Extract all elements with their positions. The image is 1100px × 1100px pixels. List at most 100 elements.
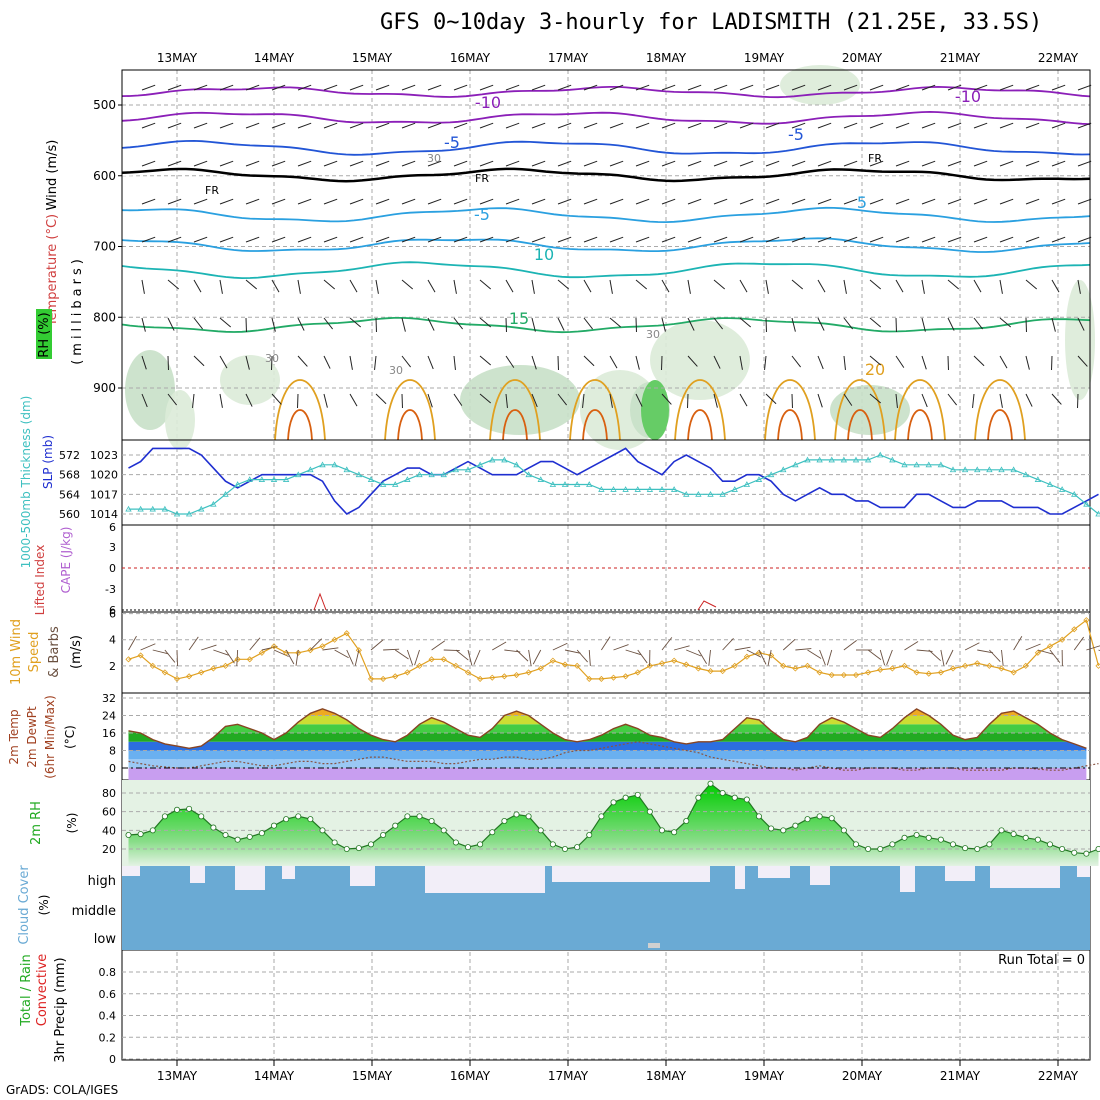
- surface-wind-barb: [782, 638, 796, 651]
- wind-speed-marker: [307, 647, 314, 654]
- wind-barb: [141, 236, 156, 243]
- wind-barb: [583, 84, 598, 91]
- wind-barb: [1025, 198, 1040, 205]
- wind-barb: [713, 122, 728, 129]
- thickness-marker: [307, 466, 314, 473]
- date-label-top: 14MAY: [254, 51, 295, 65]
- wind-tick-label: 6: [109, 608, 116, 621]
- thickness-marker: [961, 466, 969, 473]
- thickness-marker: [185, 510, 193, 517]
- wind-speed-marker: [489, 674, 496, 681]
- wind-barb: [661, 393, 672, 405]
- surface-wind-barb: [406, 649, 414, 666]
- thickness-marker: [125, 505, 132, 512]
- wind-barb: [297, 122, 312, 129]
- wind-speed-marker: [755, 649, 763, 656]
- wind-barb: [869, 355, 882, 366]
- cape-tick-label: 3: [109, 541, 116, 554]
- wind-barb: [843, 160, 858, 167]
- thickness-marker: [428, 471, 435, 478]
- rh-marker: [537, 827, 544, 834]
- wind-barb: [193, 198, 208, 205]
- warm-contour: [894, 379, 946, 441]
- surface-wind-barb: [383, 648, 400, 651]
- wind-barb: [453, 236, 468, 243]
- wind-barb: [1077, 160, 1092, 167]
- rh-marker: [865, 846, 872, 853]
- cape-tick-label: 6: [109, 521, 116, 534]
- wind-barb: [999, 198, 1014, 205]
- surface-wind-barb: [576, 649, 588, 663]
- rh-marker: [804, 816, 811, 823]
- wind-barb: [557, 279, 570, 290]
- wind-barb: [843, 355, 846, 370]
- thickness-marker: [210, 500, 217, 507]
- wind-barb: [349, 393, 358, 407]
- rh-marker: [998, 827, 1005, 834]
- wind-barb: [713, 84, 728, 91]
- rh-marker: [161, 813, 168, 820]
- wind-barb: [609, 84, 624, 91]
- wind-barb: [323, 198, 338, 205]
- surface-wind-barb: [904, 641, 919, 651]
- hot-contour: [687, 409, 713, 441]
- cloud-high-gap: [552, 866, 710, 882]
- thickness-axis-label: 1000-500mb Thickness (dm): [19, 396, 33, 569]
- rh-marker: [719, 790, 726, 797]
- surface-wind-barb: [310, 638, 323, 651]
- rh-axis-labels: 2m RH (%): [29, 801, 79, 845]
- rh-marker: [974, 846, 981, 853]
- wind-speed-marker: [840, 671, 847, 679]
- thickness-marker: [392, 481, 399, 487]
- surface-wind-barb: [295, 649, 299, 666]
- rh-axis-label-group: RH (%): [36, 309, 52, 359]
- wind-speed-marker: [1095, 662, 1100, 669]
- wind-speed-marker: [671, 657, 678, 664]
- wind-speed-marker: [1071, 626, 1078, 633]
- rh-marker: [513, 811, 520, 818]
- rh-marker: [246, 833, 253, 840]
- precip-convective-axis-label: Convective: [35, 954, 50, 1027]
- wind-barb: [323, 236, 338, 243]
- thickness-marker: [1046, 481, 1054, 487]
- upper-axis-labels: Wind (m/s) Temperature (°C) (millibars): [45, 140, 85, 365]
- wind-barb: [635, 355, 640, 370]
- temperature-contour: [121, 261, 1091, 280]
- wind-tick-label: 4: [109, 634, 116, 647]
- wind-barb: [635, 279, 648, 290]
- wind-barb: [167, 279, 180, 290]
- precip-unit-axis-label: 3hr Precip (mm): [53, 957, 68, 1062]
- wind-speed-marker: [865, 669, 872, 676]
- wind-barb: [713, 317, 724, 330]
- wind-barb: [843, 198, 858, 205]
- wind-speed-marker: [1046, 643, 1054, 650]
- surface-wind-barb: [867, 649, 882, 660]
- wind-barb: [921, 279, 925, 294]
- wind-barb: [739, 122, 754, 129]
- wind-barb: [557, 84, 572, 91]
- surface-wind-barb: [697, 649, 708, 664]
- wind-barb: [479, 122, 494, 129]
- wind-barb: [843, 279, 847, 294]
- contour-label: FR: [475, 172, 489, 185]
- wind-barb: [869, 279, 882, 290]
- rh-marker: [986, 841, 993, 848]
- wind-barb: [167, 317, 175, 331]
- rh-marker: [404, 813, 411, 820]
- cloud-level-label: high: [88, 874, 116, 889]
- wind-barb: [921, 393, 928, 408]
- wind-barb: [427, 84, 442, 91]
- hot-contour: [287, 409, 313, 441]
- surface-wind-barb: [1073, 636, 1085, 651]
- wind-barb: [505, 279, 514, 293]
- wind-barb: [661, 160, 676, 167]
- wind-barb: [947, 317, 955, 331]
- wind-speed-marker: [889, 665, 896, 672]
- contour-label: FR: [868, 152, 882, 165]
- wind-barb: [817, 393, 823, 408]
- wind-barb: [141, 84, 156, 91]
- surface-wind-barb: [370, 639, 384, 651]
- thickness-marker: [501, 456, 508, 463]
- wind-barb: [999, 84, 1014, 91]
- wind-barb: [999, 122, 1014, 129]
